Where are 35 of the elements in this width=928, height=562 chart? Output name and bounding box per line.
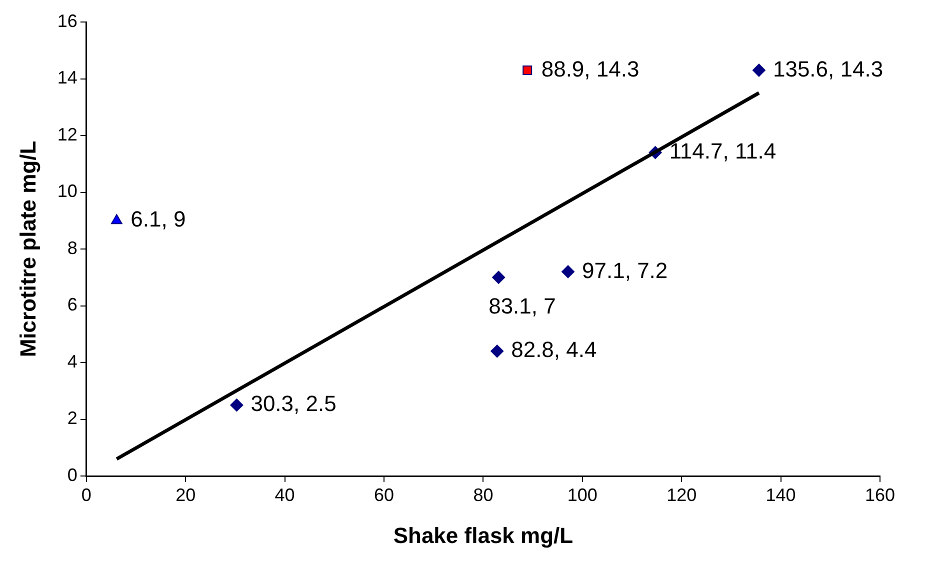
x-tick-label: 40 xyxy=(274,484,295,505)
point xyxy=(562,265,575,278)
x-tick-label: 20 xyxy=(176,484,196,505)
data-label: 135.6, 14.3 xyxy=(772,56,884,82)
y-tick-label: 12 xyxy=(57,124,78,144)
data-label: 97.1, 7.2 xyxy=(582,258,668,283)
x-axis-title: Shake flask mg/L xyxy=(393,522,574,548)
y-tick-label: 14 xyxy=(57,68,78,88)
point xyxy=(752,64,766,77)
x-tick-label: 80 xyxy=(473,484,494,505)
point xyxy=(230,398,244,412)
x-tick-label: 60 xyxy=(374,484,394,505)
point xyxy=(492,270,506,284)
data-label: 88.9, 14.3 xyxy=(541,56,640,82)
x-tick-label: 160 xyxy=(864,484,896,505)
y-tick-label: 6 xyxy=(67,294,78,315)
x-tick-label: 100 xyxy=(567,484,598,505)
y-tick-label: 8 xyxy=(67,238,78,258)
y-tick-label: 0 xyxy=(67,464,78,485)
point xyxy=(522,65,532,75)
y-tick-label: 16 xyxy=(57,10,78,31)
x-tick-label: 0 xyxy=(81,484,92,505)
y-tick-label: 10 xyxy=(57,181,78,202)
y-axis-title: Microtitre plate mg/L xyxy=(15,140,40,358)
data-label: 6.1, 9 xyxy=(130,206,186,232)
data-label: 114.7, 11.4 xyxy=(669,138,776,164)
x-tick-label: 140 xyxy=(766,484,796,505)
y-tick-label: 4 xyxy=(67,351,78,372)
data-label: 30.3, 2.5 xyxy=(250,391,336,416)
point xyxy=(490,344,504,358)
point xyxy=(110,214,122,224)
data-label: 82.8, 4.4 xyxy=(511,337,597,362)
y-tick-label: 2 xyxy=(67,408,78,428)
data-label: 83.1, 7 xyxy=(488,293,556,318)
x-tick-label: 120 xyxy=(666,484,697,505)
